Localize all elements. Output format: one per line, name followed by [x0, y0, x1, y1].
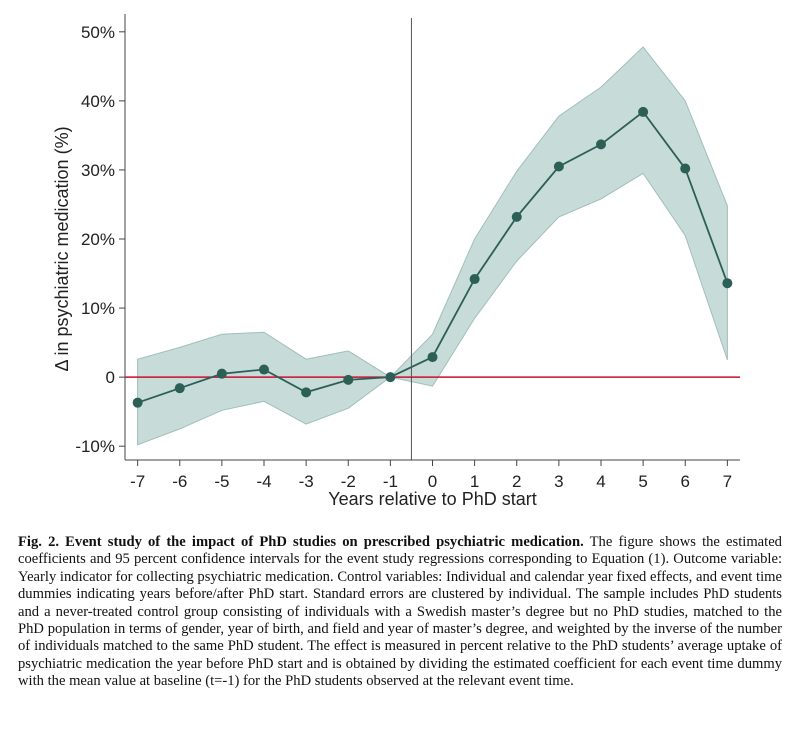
y-tick-label: 10%	[81, 299, 115, 318]
x-tick-label: 2	[512, 472, 521, 491]
x-tick-label: -5	[214, 472, 229, 491]
x-tick-label: -4	[256, 472, 271, 491]
estimate-point	[469, 274, 480, 285]
estimate-point	[385, 372, 396, 383]
estimate-point	[343, 374, 354, 385]
estimate-point	[638, 106, 649, 117]
caption-title: Fig. 2. Event study of the impact of PhD…	[18, 534, 584, 550]
estimate-point	[174, 383, 185, 394]
confidence-interval-band	[137, 46, 728, 446]
series-layer	[132, 106, 733, 408]
estimate-point	[216, 368, 227, 379]
x-tick-label: -6	[172, 472, 187, 491]
axes: 50% 40% 30% 20% 10% 0 -10% -7 -6 -5 -4 -3 -2 -1 0 1 2 3 4 5…	[75, 14, 740, 491]
estimate-point	[301, 387, 312, 398]
x-tick-label: -1	[383, 472, 398, 491]
y-tick-label: -10%	[75, 437, 115, 456]
estimate-point	[553, 161, 564, 172]
figure-caption: Fig. 2. Event study of the impact of PhD…	[18, 534, 782, 691]
y-tick-label: 30%	[81, 161, 115, 180]
confidence-band-layer	[137, 46, 728, 446]
estimate-point	[680, 163, 691, 174]
y-axis-title: Δ in psychiatric medication (%)	[52, 126, 72, 371]
x-tick-label: 7	[723, 472, 732, 491]
x-tick-label: 5	[638, 472, 647, 491]
x-tick-label: 6	[681, 472, 690, 491]
estimate-point	[511, 211, 522, 222]
x-tick-label: -7	[130, 472, 145, 491]
estimate-point	[595, 139, 606, 150]
y-tick-label: 0	[106, 368, 115, 387]
estimate-point	[722, 278, 733, 289]
reference-lines	[125, 18, 740, 460]
y-tick-label: 20%	[81, 230, 115, 249]
x-tick-label: 1	[470, 472, 479, 491]
x-tick-label: -3	[299, 472, 314, 491]
caption-text: The figure shows the estimated coefficie…	[18, 534, 782, 690]
x-tick-label: 3	[554, 472, 563, 491]
x-tick-label: -2	[341, 472, 356, 491]
y-tick-label: 50%	[81, 23, 115, 42]
x-axis-title: Years relative to PhD start	[328, 489, 536, 509]
estimate-point	[132, 397, 143, 408]
event-study-chart: 50% 40% 30% 20% 10% 0 -10% -7 -6 -5 -4 -3 -2 -1 0 1 2 3 4 5…	[52, 14, 740, 509]
y-tick-label: 40%	[81, 92, 115, 111]
estimate-point	[427, 352, 438, 363]
x-tick-label: 0	[428, 472, 437, 491]
x-tick-label: 4	[596, 472, 605, 491]
estimate-point	[259, 364, 270, 375]
